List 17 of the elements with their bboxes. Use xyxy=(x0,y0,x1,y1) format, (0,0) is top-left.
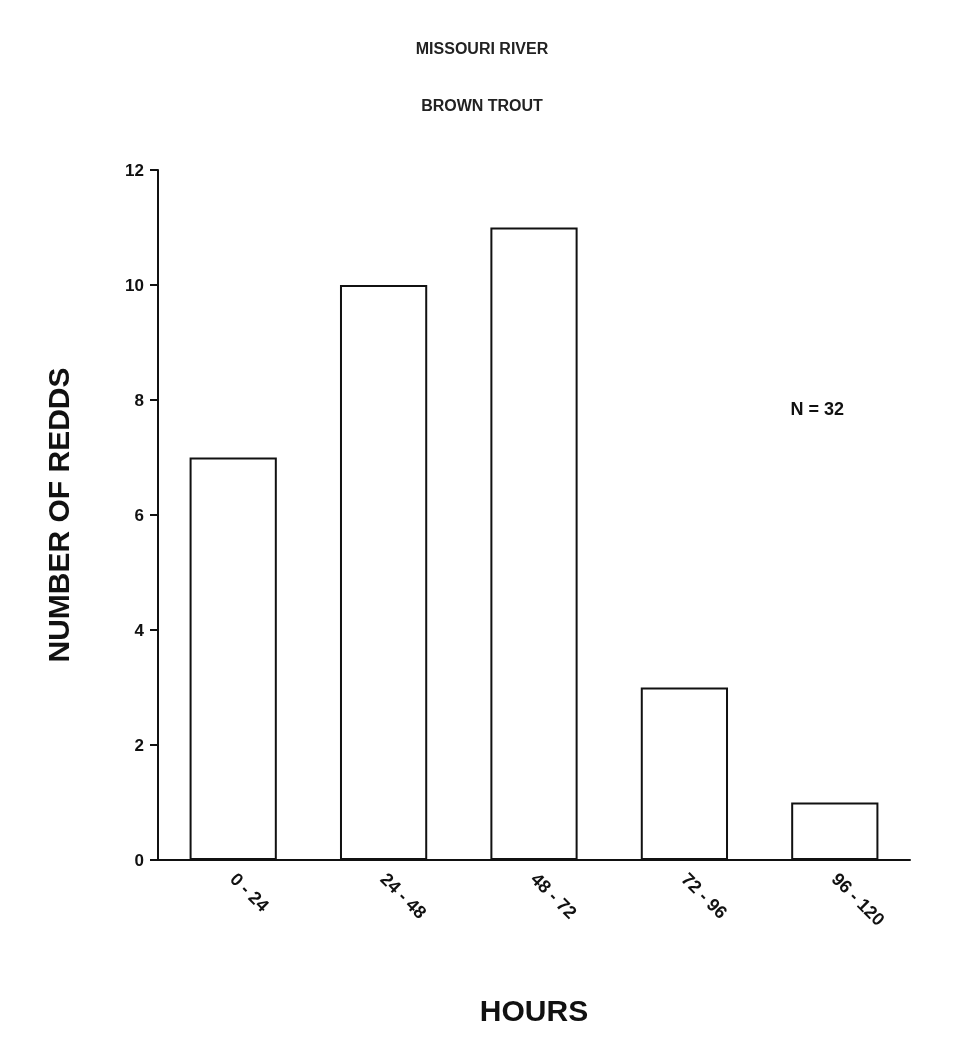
x-tick-label: 48 - 72 xyxy=(526,868,581,923)
chart-title: MISSOURI RIVER xyxy=(415,39,549,57)
y-tick-label: 0 xyxy=(134,850,144,870)
annotation: N = 32 xyxy=(790,399,845,419)
chart-subtitle: BROWN TROUT xyxy=(421,96,544,114)
y-tick-label: 8 xyxy=(134,390,144,410)
x-axis-title: HOURS xyxy=(479,993,589,1027)
x-tick-label: 72 - 96 xyxy=(677,868,732,923)
y-axis-title: NUMBER OF REDDS xyxy=(41,367,75,663)
x-tick-label: 96 - 120 xyxy=(827,868,889,930)
y-tick-label: 6 xyxy=(134,505,144,525)
x-tick-label: 0 - 24 xyxy=(226,868,273,916)
y-tick-label: 12 xyxy=(125,160,144,180)
y-tick-label: 4 xyxy=(134,620,145,640)
y-tick-label: 2 xyxy=(134,735,144,755)
y-tick-label: 10 xyxy=(125,275,144,295)
x-tick-label: 24 - 48 xyxy=(376,868,431,923)
